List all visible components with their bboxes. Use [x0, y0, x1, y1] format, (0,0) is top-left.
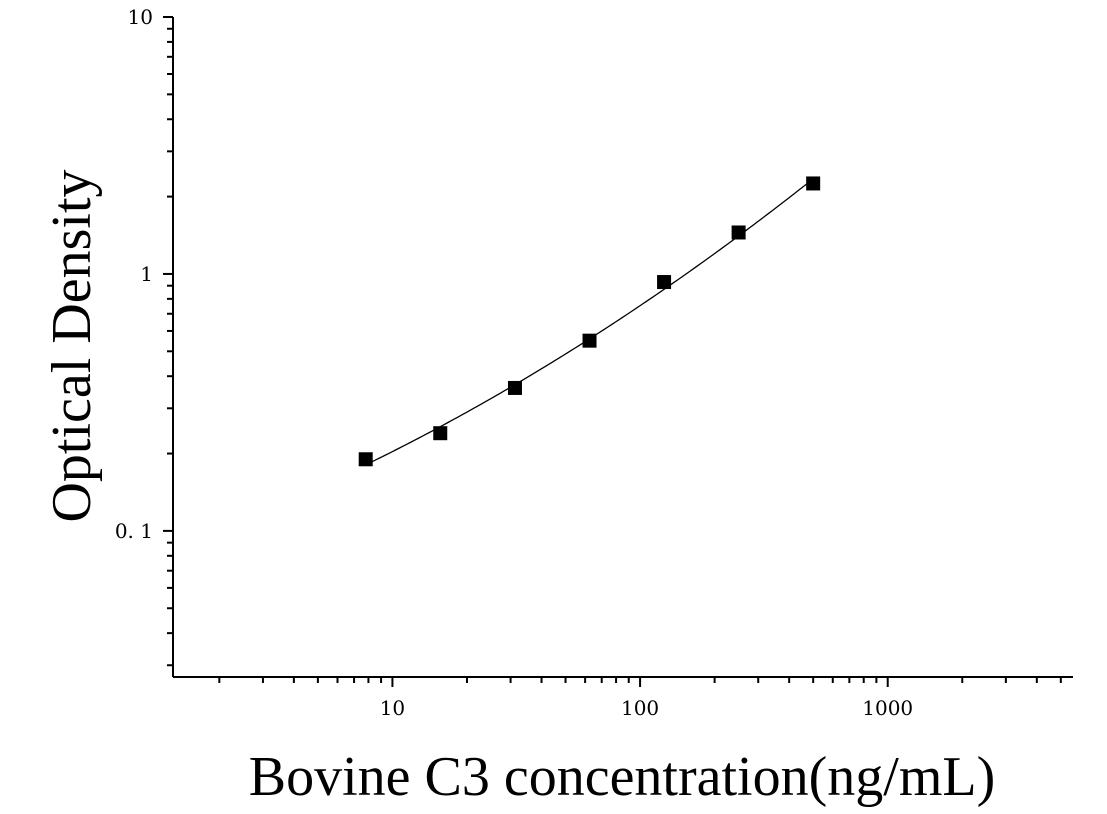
data-point	[582, 333, 597, 348]
x-tick-label: 10	[380, 696, 405, 720]
data-point	[507, 380, 522, 395]
x-axis-title: Bovine C3 concentration(ng/mL)	[249, 746, 995, 808]
y-tick-label: 0. 1	[115, 519, 153, 543]
data-point	[657, 275, 672, 290]
fit-curve	[365, 178, 814, 466]
data-points	[358, 176, 821, 467]
axes	[172, 17, 1073, 678]
data-point	[358, 452, 373, 467]
data-point	[731, 225, 746, 240]
x-tick-label: 100	[621, 696, 659, 720]
data-point	[806, 176, 821, 191]
ticks: 10 100 1000 0. 1 1 10	[115, 5, 1062, 720]
fit-curve-layer	[365, 178, 814, 466]
y-tick-label: 10	[128, 5, 153, 29]
x-tick-label: 1000	[862, 696, 913, 720]
y-tick-label: 1	[140, 262, 153, 286]
y-axis-title: Optical Density	[41, 169, 103, 522]
data-point	[433, 426, 448, 441]
